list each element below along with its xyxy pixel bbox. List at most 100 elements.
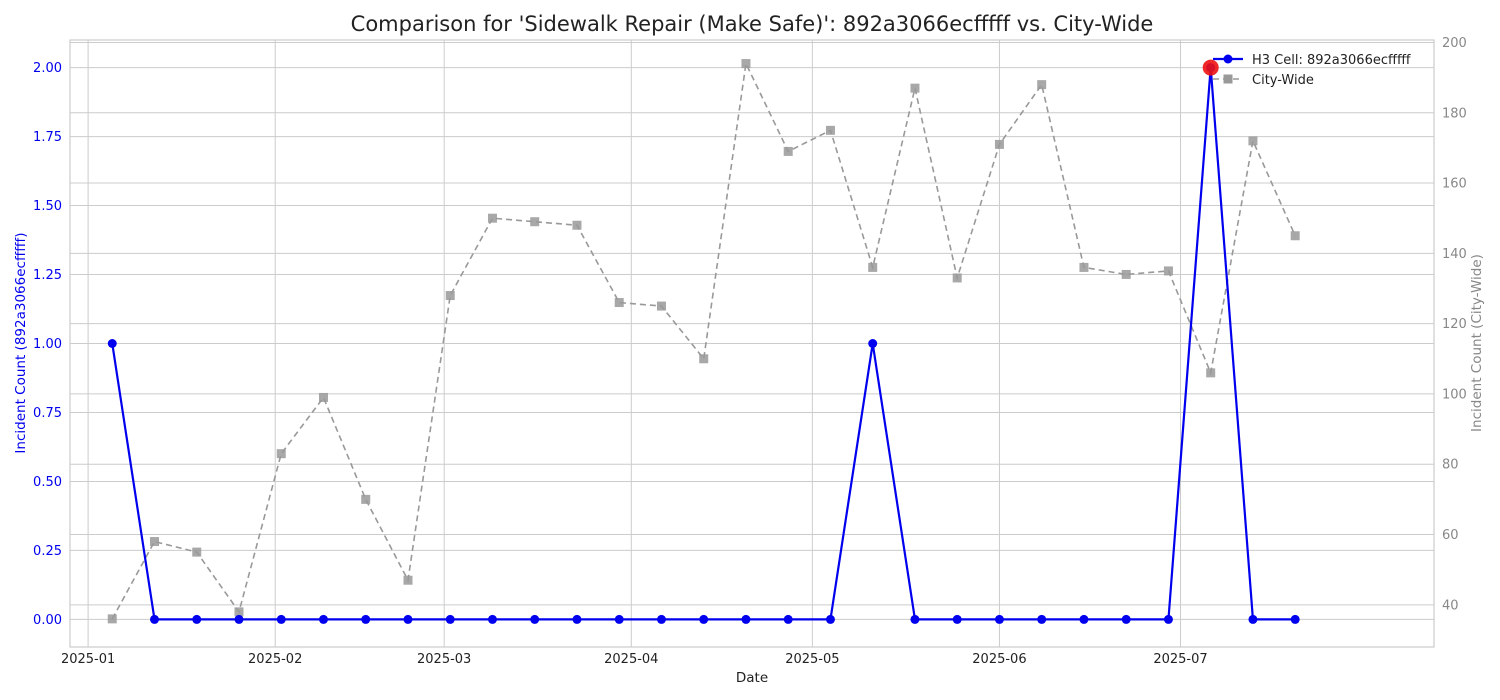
legend-marker-city-wide (1223, 74, 1233, 84)
data-point (1037, 614, 1047, 624)
data-point (361, 494, 371, 504)
data-point (403, 614, 413, 624)
x-tick-label: 2025-02 (248, 652, 302, 667)
data-point (530, 614, 540, 624)
right-tick-label: 120 (1442, 317, 1467, 332)
right-tick-label: 100 (1442, 387, 1467, 402)
data-point (1163, 614, 1173, 624)
left-tick-label: 1.25 (33, 268, 62, 283)
data-point (234, 607, 244, 617)
left-tick-label: 0.75 (33, 406, 62, 421)
x-axis-label: Date (736, 670, 768, 686)
left-tick-label: 1.50 (33, 199, 62, 214)
data-point (614, 298, 624, 308)
data-point (741, 614, 751, 624)
data-point (614, 614, 624, 624)
left-tick-label: 2.00 (33, 61, 62, 76)
data-point (1037, 80, 1047, 90)
data-point (656, 614, 666, 624)
grid (70, 40, 1434, 647)
right-axis-label: Incident Count (City-Wide) (1469, 254, 1485, 432)
series-line (111, 60, 1296, 620)
data-point (445, 291, 455, 301)
data-point (361, 614, 371, 624)
chart-title: Comparison for 'Sidewalk Repair (Make Sa… (351, 12, 1154, 36)
x-axis-ticks: 2025-01 2025-02 2025-03 2025-04 2025-05 2025-… (61, 652, 1208, 667)
left-tick-label: 1.75 (33, 130, 62, 145)
data-point (868, 339, 878, 348)
x-tick-label: 2025-07 (1153, 652, 1207, 667)
right-tick-label: 40 (1442, 598, 1459, 613)
data-point (1290, 231, 1300, 241)
left-tick-label: 0.00 (33, 613, 62, 628)
data-point (699, 354, 709, 364)
x-tick-label: 2025-01 (61, 652, 115, 667)
x-tick-label: 2025-06 (972, 652, 1026, 667)
data-point (572, 614, 582, 624)
left-axis-label: Incident Count (892a3066ecfffff) (13, 232, 29, 453)
data-point (656, 301, 666, 311)
data-point (994, 614, 1004, 624)
left-tick-label: 1.00 (33, 337, 62, 352)
left-tick-label: 0.25 (33, 544, 62, 559)
data-point (234, 614, 244, 624)
series-h3-cell (107, 63, 1300, 624)
left-tick-label: 0.50 (33, 475, 62, 490)
data-point (149, 537, 159, 547)
data-point (1248, 614, 1258, 624)
data-point (192, 614, 202, 624)
x-tick-label: 2025-04 (604, 652, 658, 667)
data-point (1163, 266, 1173, 276)
data-point (276, 449, 286, 459)
x-tick-label: 2025-05 (785, 652, 839, 667)
data-point (825, 125, 835, 135)
legend-item-city-wide: City-Wide (1213, 73, 1314, 88)
right-tick-label: 200 (1442, 36, 1467, 51)
legend-label-h3-cell: H3 Cell: 892a3066ecfffff (1252, 53, 1411, 68)
data-point (1079, 262, 1089, 272)
data-point (192, 547, 202, 557)
right-tick-label: 180 (1442, 106, 1467, 121)
data-point (910, 614, 920, 624)
data-point (403, 575, 413, 585)
data-point (952, 614, 962, 624)
data-point (1079, 614, 1089, 624)
x-tick-label: 2025-03 (417, 652, 471, 667)
legend: H3 Cell: 892a3066ecfffff City-Wide (1213, 53, 1411, 88)
data-point (107, 339, 117, 348)
data-point (487, 614, 497, 624)
data-point (530, 217, 540, 227)
legend-marker-h3-cell (1223, 54, 1233, 64)
data-point (1248, 136, 1258, 146)
left-axis-ticks: 0.00 0.25 0.50 0.75 1.00 1.25 1.50 1.75 2.00 (33, 61, 62, 628)
data-point (445, 614, 455, 624)
series-city-wide (107, 59, 1300, 624)
right-axis-ticks: 40 60 80 100 120 140 160 180 200 (1442, 36, 1467, 613)
data-point (952, 273, 962, 283)
data-point (868, 262, 878, 272)
plot-frame (69, 39, 1435, 648)
right-tick-label: 140 (1442, 247, 1467, 262)
series-layer (107, 59, 1300, 624)
right-tick-label: 60 (1442, 528, 1459, 543)
data-point (318, 392, 328, 402)
data-point (1121, 614, 1131, 624)
data-point (825, 614, 835, 624)
data-point (994, 139, 1004, 149)
data-point (1206, 368, 1216, 378)
data-point (783, 614, 793, 624)
data-point (276, 614, 286, 624)
data-point (741, 59, 751, 69)
highlight-marker (1202, 59, 1219, 76)
data-point (1121, 269, 1131, 279)
data-point (572, 220, 582, 230)
data-point (487, 213, 497, 223)
right-tick-label: 160 (1442, 177, 1467, 192)
data-point (1290, 614, 1300, 624)
data-point (318, 614, 328, 624)
legend-item-h3-cell: H3 Cell: 892a3066ecfffff (1213, 53, 1411, 68)
data-point (783, 146, 793, 156)
data-point (107, 614, 117, 624)
right-tick-label: 80 (1442, 458, 1459, 473)
